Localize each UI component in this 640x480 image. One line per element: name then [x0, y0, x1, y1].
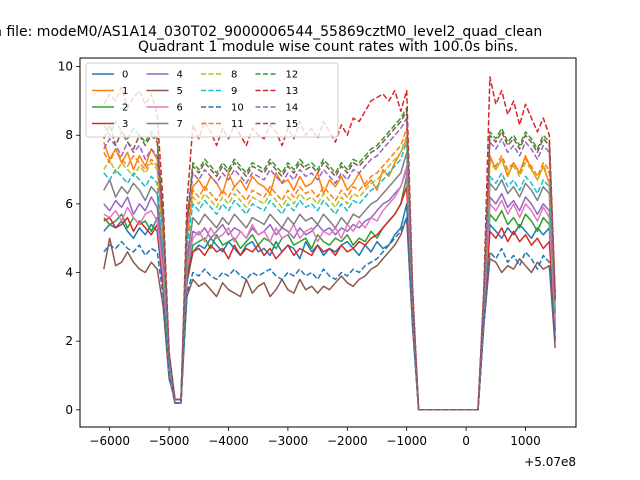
legend-label-10: 10 — [231, 103, 244, 114]
y-tick-label: 6 — [65, 197, 73, 211]
y-tick-label: 10 — [58, 60, 73, 74]
y-tick-label: 0 — [65, 403, 73, 417]
x-tick-label: −4000 — [208, 434, 249, 448]
x-offset-text: +5.07e8 — [524, 455, 576, 469]
series-line-14 — [103, 117, 556, 411]
x-tick-label: 1000 — [510, 434, 541, 448]
legend-box — [85, 62, 339, 138]
x-tick-label: 0 — [462, 434, 470, 448]
legend-label-1: 1 — [122, 86, 128, 97]
x-tick-label: −2000 — [327, 434, 368, 448]
legend-label-13: 13 — [286, 86, 299, 97]
plot-frame — [79, 57, 577, 428]
legend-label-14: 14 — [286, 103, 299, 114]
y-tick-label: 2 — [65, 334, 73, 348]
figure-suptitle: n file: modeM0/AS1A14_030T02_9000006544_… — [0, 24, 542, 40]
legend-label-11: 11 — [231, 119, 244, 130]
legend-label-3: 3 — [122, 119, 128, 130]
y-tick-label: 8 — [65, 128, 73, 142]
legend-label-2: 2 — [122, 103, 128, 114]
chart-title: Quadrant 1 module wise count rates with … — [138, 39, 518, 55]
legend-label-9: 9 — [231, 86, 237, 97]
y-axis: 0 2 4 6 8 10 — [58, 60, 80, 417]
legend-label-4: 4 — [177, 70, 183, 81]
y-tick-label: 4 — [65, 266, 73, 280]
legend-label-6: 6 — [177, 103, 183, 114]
x-tick-label: −1000 — [386, 434, 427, 448]
legend-label-0: 0 — [122, 70, 128, 81]
legend-label-12: 12 — [286, 70, 299, 81]
legend-label-15: 15 — [286, 119, 299, 130]
x-tick-label: −6000 — [89, 434, 130, 448]
x-tick-label: −5000 — [149, 434, 190, 448]
legend-label-5: 5 — [177, 86, 183, 97]
legend-label-8: 8 — [231, 70, 237, 81]
legend-label-7: 7 — [177, 119, 183, 130]
x-axis: −6000 −5000 −4000 −3000 −2000 −1000 0 1000 — [89, 427, 541, 448]
plot-series-layer — [103, 76, 556, 411]
series-line-15 — [103, 110, 556, 411]
x-tick-label: −3000 — [268, 434, 309, 448]
